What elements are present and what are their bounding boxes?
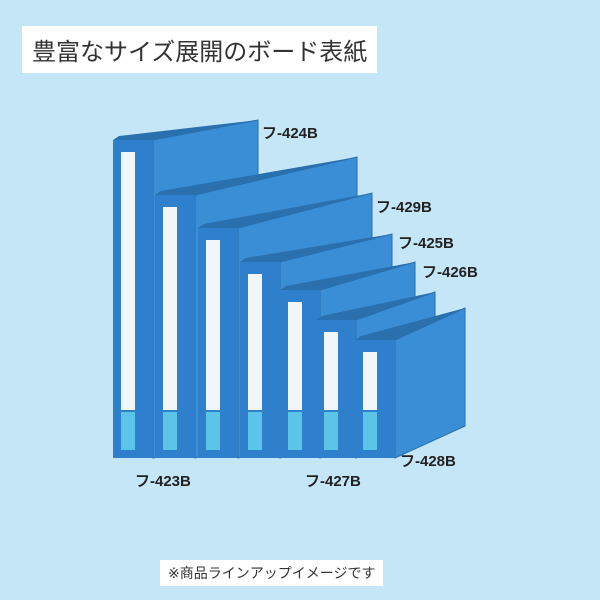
- title: 豊富なサイズ展開のボード表紙: [22, 26, 378, 73]
- binder-top: [240, 234, 392, 262]
- binder-top: [155, 157, 357, 195]
- spine-tab: [324, 412, 338, 450]
- binder-top: [198, 193, 372, 228]
- label: フ-424B: [262, 125, 318, 142]
- label: フ-429B: [376, 199, 432, 216]
- spine-label: [121, 152, 135, 410]
- spine-tab: [248, 412, 262, 450]
- binder-top: [280, 262, 415, 290]
- spine-label: [206, 240, 220, 410]
- spine-tab: [163, 412, 177, 450]
- spine-label: [324, 332, 338, 410]
- spine-tab: [363, 412, 377, 450]
- note: ※商品ラインアップイメージです: [160, 560, 384, 586]
- spine-label: [248, 274, 262, 410]
- spine-tab: [288, 412, 302, 450]
- binder-top: [355, 308, 465, 340]
- spine-label: [363, 352, 377, 410]
- label: フ-427B: [305, 473, 361, 490]
- label: フ-428B: [400, 453, 456, 470]
- label: フ-425B: [398, 235, 454, 252]
- label: フ-426B: [422, 264, 478, 281]
- spine-tab: [206, 412, 220, 450]
- binder-top: [316, 292, 435, 320]
- binder-top: [113, 120, 258, 140]
- label: フ-423B: [135, 473, 191, 490]
- spine-label: [163, 207, 177, 410]
- spine-tab: [121, 412, 135, 450]
- spine-label: [288, 302, 302, 410]
